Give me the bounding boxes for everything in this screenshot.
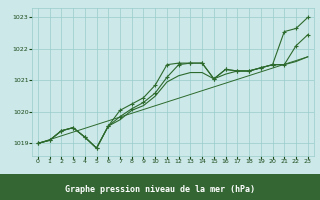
Text: Graphe pression niveau de la mer (hPa): Graphe pression niveau de la mer (hPa) [65, 185, 255, 194]
